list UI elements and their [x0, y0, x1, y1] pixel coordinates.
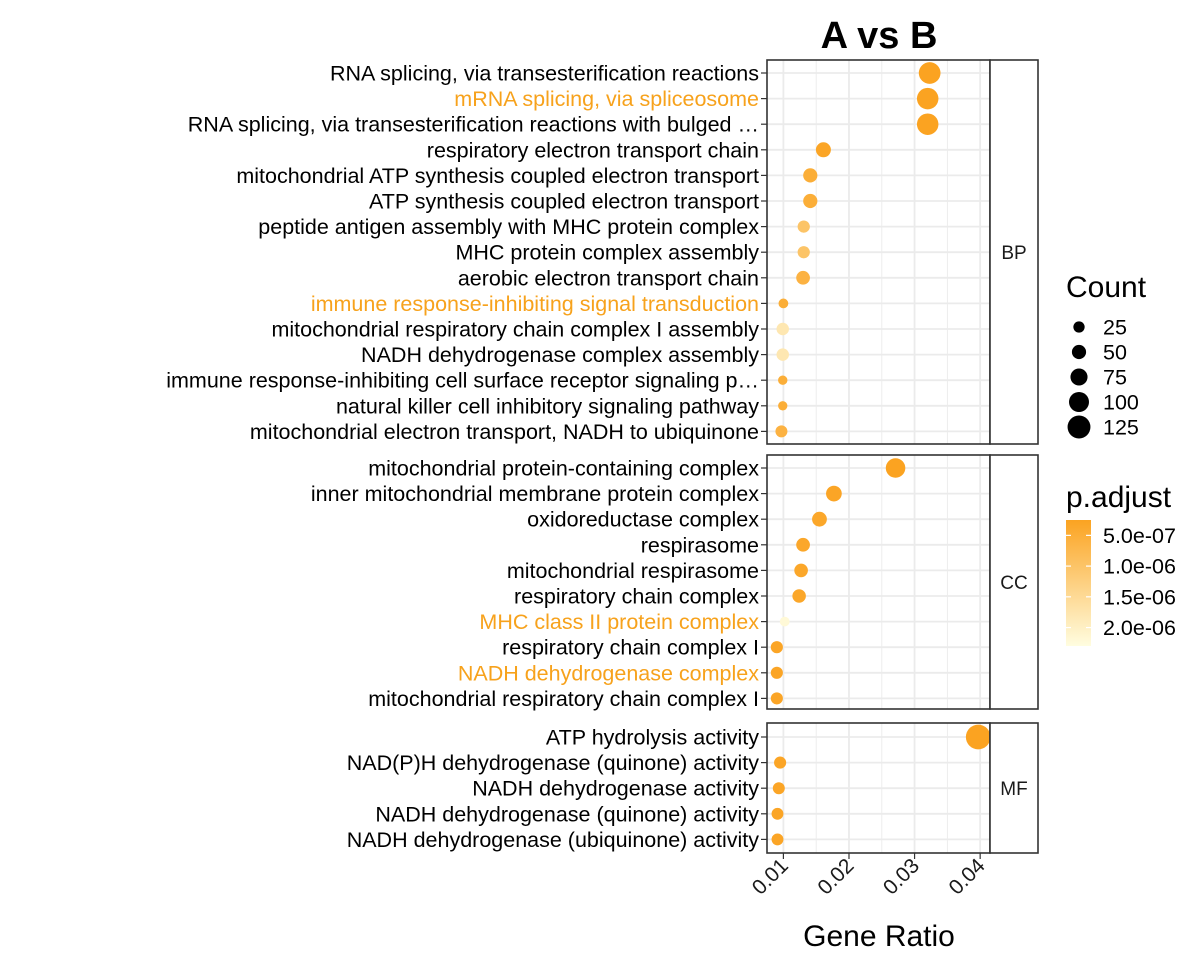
term-label: NADH dehydrogenase (ubiquinone) activity: [347, 828, 760, 852]
data-point: [803, 193, 818, 209]
data-point: [778, 375, 788, 385]
x-tick-label: 0.02: [813, 854, 858, 899]
data-point: [771, 833, 784, 846]
data-point: [797, 246, 810, 259]
term-label: mRNA splicing, via spliceosome: [454, 87, 759, 111]
size-legend-title: Count: [1066, 271, 1147, 304]
data-point: [965, 724, 991, 750]
facet-strip: [989, 722, 1039, 854]
data-point: [774, 756, 787, 769]
term-label: RNA splicing, via transesterification re…: [330, 62, 759, 86]
term-label: immune response-inhibiting signal transd…: [311, 292, 759, 316]
size-legend-key: [1067, 415, 1091, 439]
color-legend-label: 5.0e-07: [1103, 524, 1176, 548]
x-tick-label: 0.01: [748, 854, 793, 899]
term-label: respiratory electron transport chain: [427, 138, 759, 162]
term-label: respiratory chain complex I: [502, 636, 759, 660]
term-label: respiratory chain complex: [514, 585, 759, 609]
data-point: [815, 142, 831, 158]
size-legend-key: [1071, 344, 1087, 360]
data-point: [803, 168, 818, 183]
facet-strip-label: BP: [1001, 243, 1026, 264]
data-point: [771, 807, 784, 820]
size-legend-key: [1070, 368, 1088, 386]
size-legend-key: [1073, 321, 1085, 333]
color-legend-title: p.adjust: [1066, 481, 1172, 514]
term-label: natural killer cell inhibitory signaling…: [336, 394, 759, 418]
term-label: NADH dehydrogenase (quinone) activity: [375, 802, 759, 826]
term-label: mitochondrial respirasome: [507, 559, 759, 583]
color-legend-label: 1.5e-06: [1103, 585, 1176, 609]
data-point: [916, 87, 939, 110]
term-label: mitochondrial respiratory chain complex …: [368, 687, 759, 711]
data-point: [918, 62, 941, 84]
facet-strip: [989, 59, 1039, 445]
color-legend-label: 2.0e-06: [1103, 616, 1176, 640]
term-label: oxidoreductase complex: [527, 508, 759, 532]
panel-background: [767, 455, 990, 709]
data-point: [796, 270, 810, 285]
term-label: NADH dehydrogenase complex assembly: [361, 343, 759, 367]
color-legend-label: 1.0e-06: [1103, 555, 1176, 579]
term-label: immune response-inhibiting cell surface …: [166, 369, 759, 393]
term-label: mitochondrial ATP synthesis coupled elec…: [236, 164, 759, 188]
term-label: mitochondrial respiratory chain complex …: [271, 318, 759, 342]
term-label: MHC protein complex assembly: [456, 241, 760, 265]
data-point: [775, 425, 788, 438]
data-point: [776, 348, 789, 361]
data-point: [779, 616, 790, 627]
data-point: [794, 563, 808, 578]
data-point: [770, 692, 783, 705]
term-label: respirasome: [641, 533, 759, 557]
term-label: ATP hydrolysis activity: [546, 726, 759, 750]
data-point: [770, 641, 783, 654]
data-point: [778, 401, 788, 411]
data-point: [778, 298, 789, 309]
x-axis-title: Gene Ratio: [803, 920, 955, 953]
size-legend-label: 75: [1103, 366, 1127, 390]
size-legend-label: 50: [1103, 341, 1127, 365]
data-point: [826, 485, 842, 502]
term-label: RNA splicing, via transesterification re…: [188, 113, 759, 137]
term-label: ATP synthesis coupled electron transport: [369, 190, 759, 214]
data-point: [772, 782, 785, 795]
data-point: [776, 322, 789, 336]
term-label: NAD(P)H dehydrogenase (quinone) activity: [347, 751, 760, 775]
data-point: [792, 589, 806, 603]
size-legend-key: [1069, 392, 1089, 412]
size-legend-label: 125: [1103, 416, 1139, 440]
data-point: [770, 666, 783, 679]
term-label: aerobic electron transport chain: [458, 266, 759, 290]
size-legend-label: 25: [1103, 316, 1127, 340]
size-legend-label: 100: [1103, 391, 1139, 415]
data-point: [812, 511, 827, 527]
facet-strip: [989, 454, 1039, 710]
x-tick-label: 0.04: [945, 854, 990, 899]
term-label: mitochondrial electron transport, NADH t…: [250, 420, 759, 444]
data-point: [796, 537, 810, 552]
term-label: NADH dehydrogenase activity: [472, 777, 759, 801]
term-label: peptide antigen assembly with MHC protei…: [258, 215, 759, 239]
term-label: mitochondrial protein-containing complex: [368, 457, 759, 481]
color-legend-bar: [1066, 520, 1091, 646]
data-point: [916, 113, 939, 135]
x-tick-label: 0.03: [879, 854, 924, 899]
data-point: [797, 220, 810, 233]
term-label: NADH dehydrogenase complex: [458, 661, 759, 685]
facet-strip-label: MF: [1000, 779, 1027, 800]
facet-strip-label: CC: [1000, 573, 1027, 594]
term-label: MHC class II protein complex: [479, 610, 759, 634]
data-point: [885, 458, 906, 478]
chart-title: A vs B: [821, 15, 938, 57]
term-label: inner mitochondrial membrane protein com…: [311, 482, 759, 506]
